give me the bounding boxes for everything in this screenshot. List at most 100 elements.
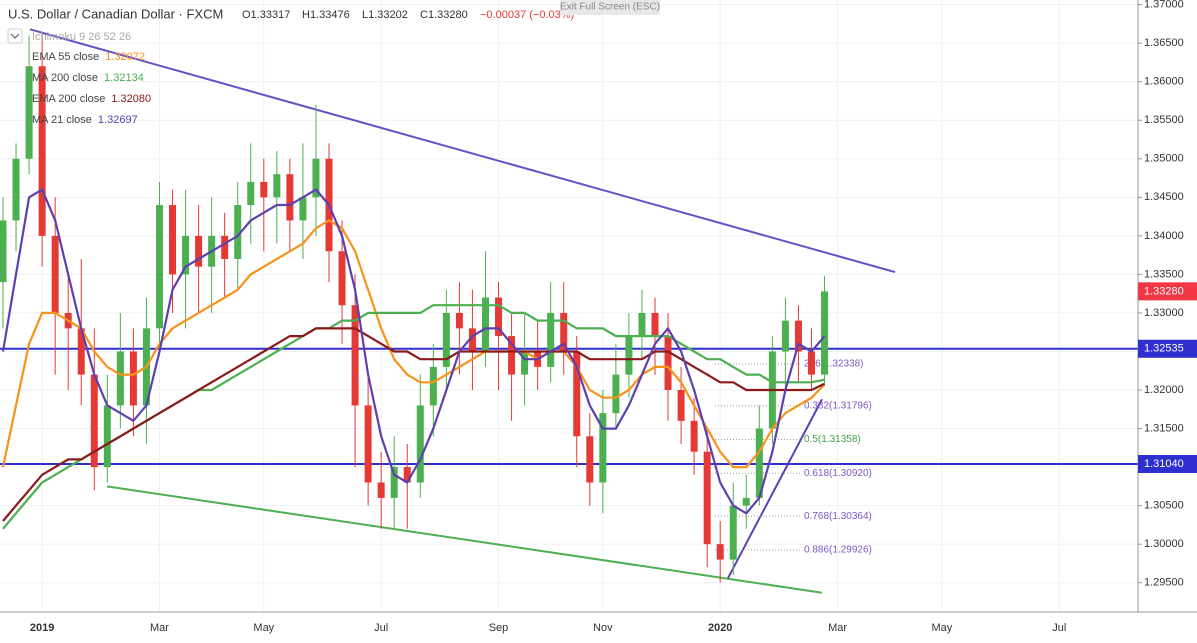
candle-body — [807, 351, 815, 375]
candle-body — [703, 451, 711, 545]
trendline — [727, 398, 823, 579]
legend-value: 1.32697 — [98, 114, 138, 126]
y-tick-label: 1.37000 — [1144, 0, 1184, 11]
indicator: Ichimoku 9 26 52 26 — [32, 31, 131, 43]
candle-body — [12, 158, 20, 221]
last-price-label: 1.33280 — [1144, 285, 1184, 297]
symbol: U.S. Dollar / Canadian Dollar · FXCM — [8, 6, 223, 21]
collapse-button[interactable] — [7, 28, 23, 44]
y-tick-label: 1.36500 — [1144, 37, 1184, 49]
level-tag — [1138, 339, 1197, 358]
ma-line — [2, 327, 825, 522]
candle-body — [221, 235, 229, 259]
fib-label: 236(1.32338) — [804, 359, 864, 370]
x-tick-label: Jul — [1052, 622, 1066, 634]
candle-body — [729, 505, 737, 560]
candle-body — [651, 312, 659, 337]
fib-label: 0.768(1.30364) — [804, 511, 872, 522]
x-tick-label: 2019 — [30, 622, 54, 634]
y-tick-label: 1.31500 — [1144, 422, 1184, 434]
ohlc-high: H1.33476 — [302, 9, 350, 21]
x-tick-label: May — [931, 622, 952, 634]
candle-body — [612, 374, 620, 414]
candle-body — [716, 544, 724, 560]
y-tick-label: 1.34000 — [1144, 230, 1184, 242]
candle-body — [312, 158, 320, 198]
candle-body — [247, 181, 255, 206]
candle-body — [90, 374, 98, 468]
candle-body — [468, 328, 476, 352]
ma-line — [1, 219, 826, 469]
candle-body — [508, 336, 516, 375]
legend-name: MA 200 close — [32, 72, 98, 84]
y-tick-label: 1.34500 — [1144, 191, 1184, 203]
candle-body — [299, 197, 307, 221]
level-tag — [1138, 455, 1197, 474]
candle-body — [390, 467, 398, 498]
candle-body — [481, 297, 489, 352]
fib-label: 0.5(1.31358) — [804, 434, 861, 445]
x-tick-label: 2020 — [708, 622, 732, 634]
candle-body — [625, 336, 633, 375]
exit-button-bg[interactable] — [560, 0, 660, 15]
collapse-icon — [10, 33, 20, 39]
x-tick-label: Mar — [150, 622, 169, 634]
legend-name: MA 21 close — [32, 114, 92, 126]
candle-body — [547, 312, 555, 367]
candle-body — [116, 351, 124, 406]
exit-button[interactable]: Exit Full Screen (ESC) — [560, 2, 660, 13]
header: U.S. Dollar / Canadian Dollar · FXCM O1.… — [7, 0, 660, 44]
ohlc-open: O1.33317 — [242, 9, 290, 21]
y-tick-label: 1.29500 — [1144, 577, 1184, 589]
ma-line — [1, 188, 826, 515]
candle-body — [273, 174, 281, 198]
candle-body — [182, 235, 190, 275]
candle-body — [690, 420, 698, 452]
candle-body — [755, 428, 763, 498]
level-label: 1.31040 — [1144, 458, 1184, 470]
candle-body — [781, 320, 789, 352]
legend: EMA 55 close 1.32072 MA 200 close 1.32134 EM… — [32, 51, 151, 126]
y-tick-label: 1.33500 — [1144, 268, 1184, 280]
x-tick-label: May — [253, 622, 274, 634]
candle-body — [129, 351, 137, 406]
candle-body — [351, 305, 359, 406]
fib-label: 0.886(1.29926) — [804, 545, 872, 556]
candle-body — [599, 413, 607, 483]
candle-body — [155, 205, 163, 329]
legend-value: 1.32080 — [111, 93, 151, 105]
candle-body — [664, 336, 672, 391]
candle-body — [403, 467, 411, 483]
legend-value: 1.32072 — [105, 51, 145, 63]
y-tick-label: 1.35500 — [1144, 114, 1184, 126]
candle-body — [338, 251, 346, 306]
candle-body — [429, 366, 437, 406]
candle-body — [377, 482, 385, 498]
level-label: 1.32535 — [1144, 343, 1184, 355]
change: −0.00037 (−0.03%) — [480, 9, 574, 21]
x-tick-label: Nov — [593, 622, 613, 634]
last-price-tag — [1138, 282, 1197, 301]
candle-body — [455, 312, 463, 329]
ohlc-low: L1.33202 — [362, 9, 408, 21]
candle-body — [416, 405, 424, 483]
candle-body — [794, 320, 802, 352]
candle-body — [25, 66, 33, 159]
candle-body — [260, 181, 268, 198]
candle-body — [638, 312, 646, 337]
trendline — [29, 28, 896, 274]
candle-body — [51, 235, 59, 313]
y-tick-label: 1.30000 — [1144, 538, 1184, 550]
candle-body — [495, 297, 503, 337]
candle-body — [586, 436, 594, 483]
candle-body — [364, 405, 372, 483]
candle-body — [169, 205, 177, 275]
y-tick-label: 1.36000 — [1144, 76, 1184, 88]
y-tick-label: 1.33000 — [1144, 307, 1184, 319]
candle-body — [821, 291, 829, 375]
fib-label: 0.618(1.30920) — [804, 468, 872, 479]
candle-body — [234, 205, 242, 259]
